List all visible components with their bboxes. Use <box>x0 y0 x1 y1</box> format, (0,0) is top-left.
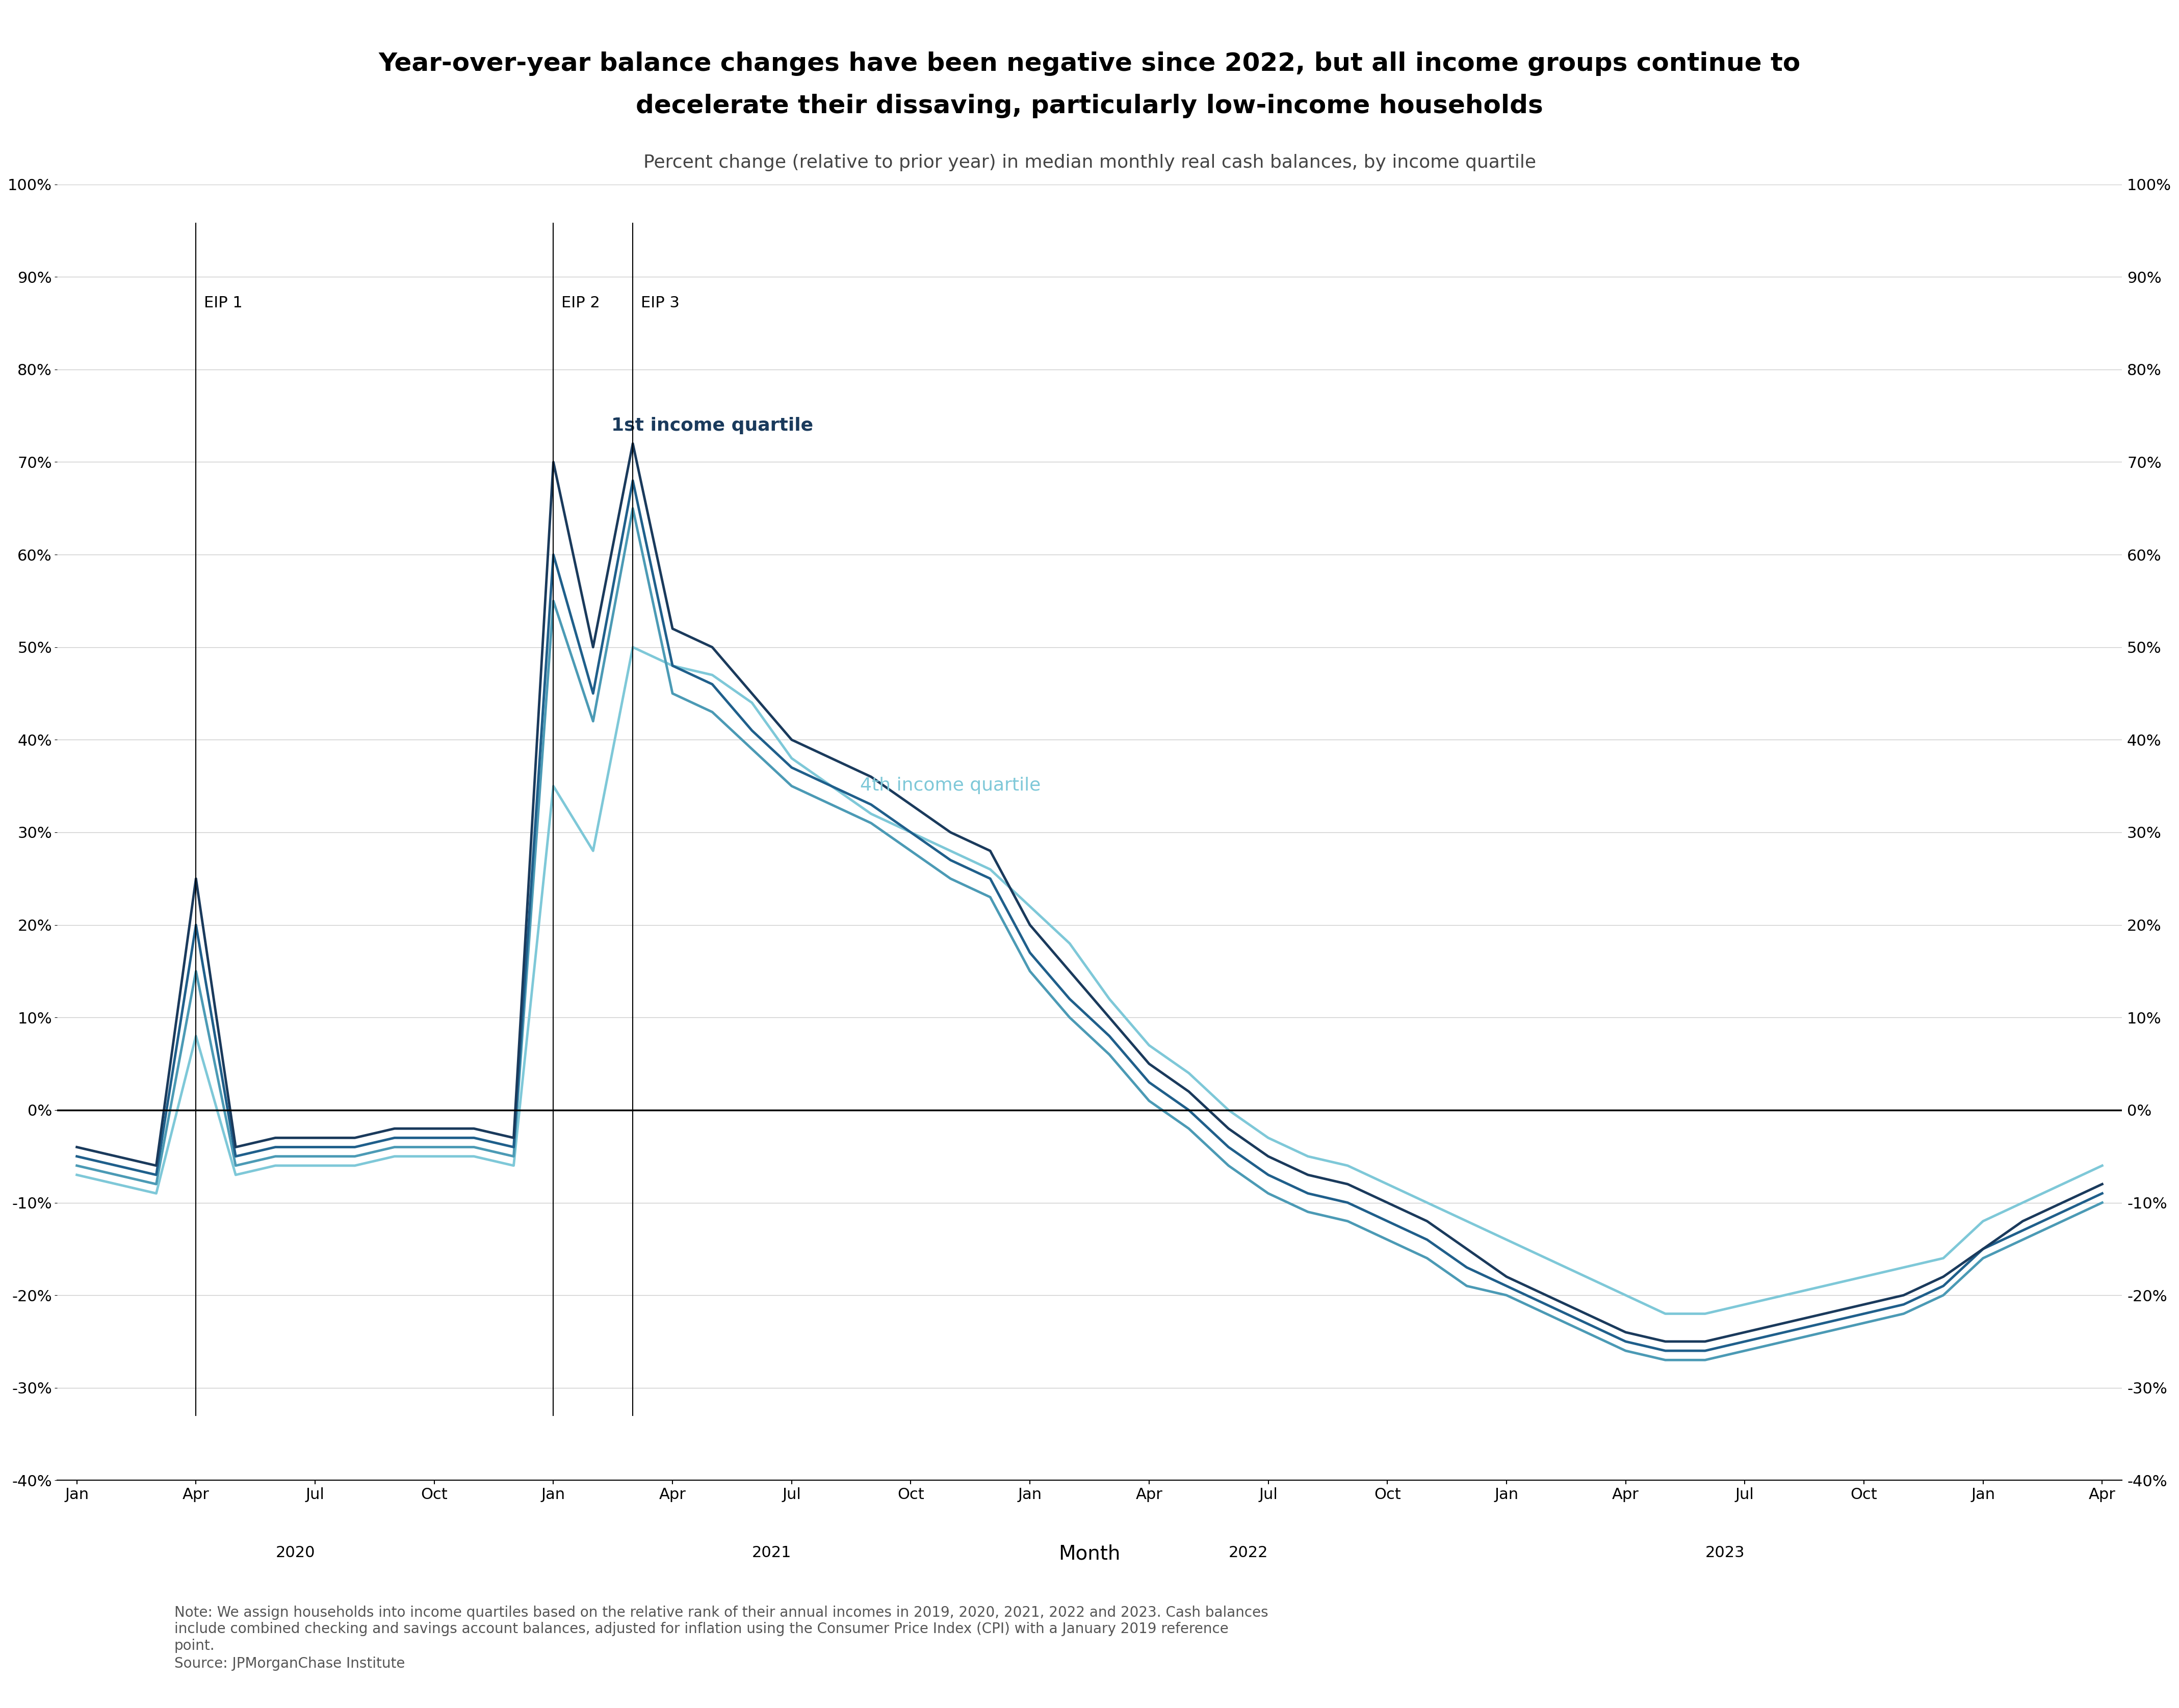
Text: 2023: 2023 <box>1706 1546 1745 1559</box>
Text: EIP 1: EIP 1 <box>205 295 242 311</box>
Text: EIP 2: EIP 2 <box>562 295 599 311</box>
Text: Year-over-year balance changes have been negative since 2022, but all income gro: Year-over-year balance changes have been… <box>379 51 1800 75</box>
Text: decelerate their dissaving, particularly low-income households: decelerate their dissaving, particularly… <box>636 94 1543 118</box>
Text: 2021: 2021 <box>752 1546 791 1559</box>
Text: Note: We assign households into income quartiles based on the relative rank of t: Note: We assign households into income q… <box>174 1606 1268 1653</box>
Text: EIP 3: EIP 3 <box>641 295 680 311</box>
Text: Percent change (relative to prior year) in median monthly real cash balances, by: Percent change (relative to prior year) … <box>643 154 1536 171</box>
Text: Source: JPMorganChase Institute: Source: JPMorganChase Institute <box>174 1657 405 1670</box>
Text: 2022: 2022 <box>1229 1546 1268 1559</box>
X-axis label: Month: Month <box>1059 1544 1120 1565</box>
Text: 1st income quartile: 1st income quartile <box>612 417 813 434</box>
Text: 2020: 2020 <box>275 1546 316 1559</box>
Text: 4th income quartile: 4th income quartile <box>861 777 1042 794</box>
